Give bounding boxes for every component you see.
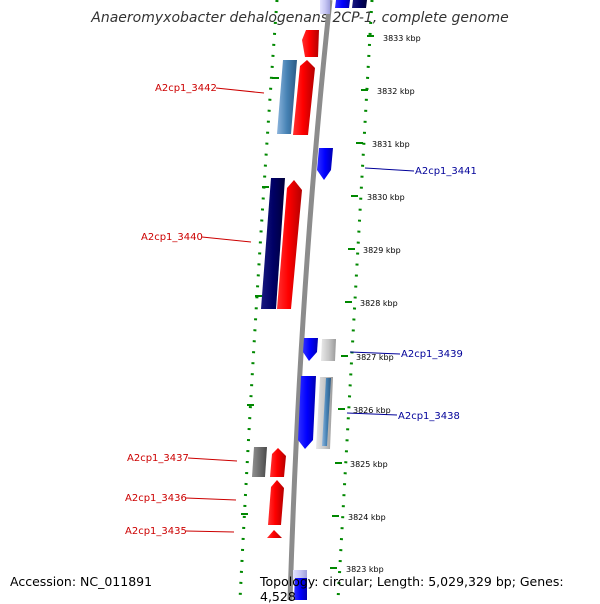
gene-label-a2cp1-3442[interactable]: A2cp1_3442 (155, 83, 217, 94)
ruler-labels: 3833 kbp 3832 kbp 3831 kbp 3830 kbp 3829… (346, 34, 421, 574)
label-leader-lines (185, 87, 415, 533)
ruler-tick-label: 3823 kbp (346, 565, 384, 574)
gene-a2cp1-3437-arrow-gray[interactable] (252, 447, 267, 477)
gene-label-a2cp1-3439[interactable]: A2cp1_3439 (401, 349, 463, 360)
ruler-tick-label: 3828 kbp (360, 299, 398, 308)
inner-dotted-guide (238, 0, 279, 600)
gene-a2cp1-3437-arrow[interactable] (270, 448, 286, 477)
gene-label-a2cp1-3437[interactable]: A2cp1_3437 (127, 453, 189, 464)
genome-backbone (287, 0, 333, 600)
ruler-tick-label: 3831 kbp (372, 140, 410, 149)
accession-text: Accession: NC_011891 (10, 574, 153, 589)
ruler-tick-label: 3833 kbp (383, 34, 421, 43)
genome-title: Anaeromyxobacter dehalogenans 2CP-1, com… (91, 10, 509, 26)
ruler-tick-marks (330, 35, 374, 569)
gene-a2cp1-3440-arrow[interactable] (277, 180, 302, 309)
gene-a2cp1-3439-arrow-gray[interactable] (321, 339, 336, 361)
inner-tick-marks (241, 77, 279, 515)
gene-labels-right: A2cp1_3441 A2cp1_3439 A2cp1_3438 (398, 166, 477, 422)
ruler-tick-label: 3824 kbp (348, 513, 386, 522)
gene-labels-left: A2cp1_3442 A2cp1_3440 A2cp1_3437 A2cp1_3… (125, 83, 217, 537)
gene-a2cp1-3441-arrow[interactable] (317, 148, 333, 180)
gene-a2cp1-3442-arrow[interactable] (293, 60, 315, 135)
gene-a2cp1-3436-arrow[interactable] (268, 480, 284, 525)
ruler-tick-label: 3825 kbp (350, 460, 388, 469)
gene-label-a2cp1-3435[interactable]: A2cp1_3435 (125, 526, 187, 537)
gene-arrow-top-lavender[interactable] (320, 0, 330, 14)
gene-label-a2cp1-3440[interactable]: A2cp1_3440 (141, 232, 203, 243)
gene-a2cp1-3439-arrow[interactable] (303, 338, 318, 361)
gene-a2cp1-3442-arrow-forward[interactable] (277, 60, 297, 134)
gene-arrow-forward-top-1[interactable] (335, 0, 350, 8)
gene-arrow-forward-top-2[interactable] (352, 0, 367, 8)
gene-a2cp1-3435-arrow[interactable] (267, 530, 282, 538)
ruler-tick-label: 3829 kbp (363, 246, 401, 255)
gene-label-a2cp1-3441[interactable]: A2cp1_3441 (415, 166, 477, 177)
gene-a2cp1-3438-arrow[interactable] (298, 376, 316, 449)
ruler-tick-label: 3826 kbp (353, 406, 391, 415)
gene-arrow-bottom-lavender[interactable] (293, 570, 307, 578)
gene-a2cp1-3438-arrow-steel[interactable] (322, 378, 331, 446)
gene-label-a2cp1-3438[interactable]: A2cp1_3438 (398, 411, 460, 422)
gene-arrow-forward-bottom[interactable] (294, 575, 307, 600)
ruler-tick-label: 3832 kbp (377, 87, 415, 96)
gene-label-a2cp1-3436[interactable]: A2cp1_3436 (125, 493, 187, 504)
ruler-tick-label: 3827 kbp (356, 353, 394, 362)
gene-a2cp1-3440-navy[interactable] (261, 178, 285, 309)
ruler-tick-label: 3830 kbp (367, 193, 405, 202)
gene-arrow-reverse-top[interactable] (302, 30, 319, 57)
